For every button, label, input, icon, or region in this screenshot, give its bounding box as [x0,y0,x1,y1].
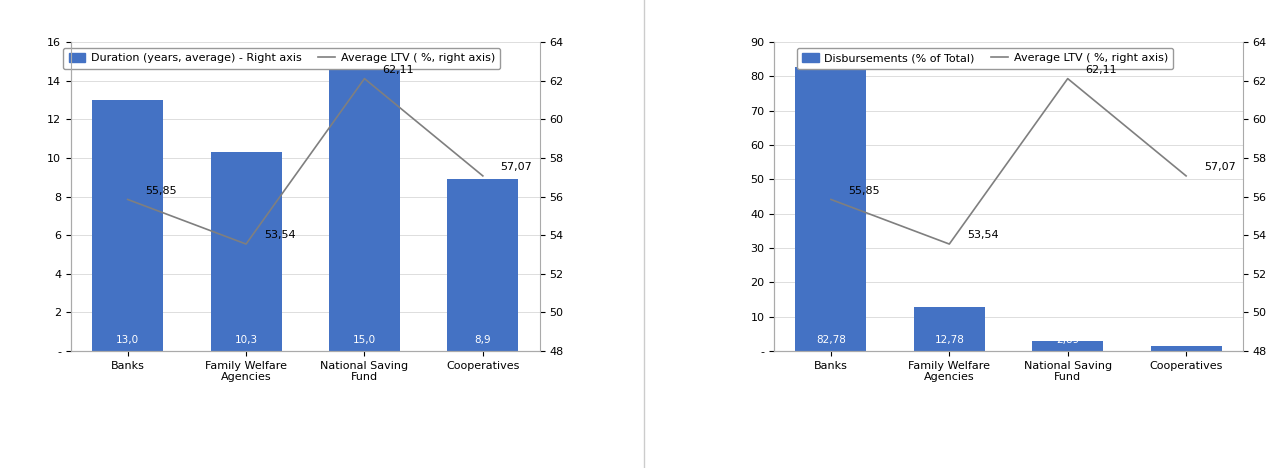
Bar [447,179,518,351]
Text: 10,3: 10,3 [234,335,258,345]
Text: 12,78: 12,78 [934,335,965,345]
Text: 1,57: 1,57 [1175,335,1198,345]
Text: 55,85: 55,85 [849,186,880,196]
Bar [913,307,985,351]
Text: 82,78: 82,78 [817,335,846,345]
Text: 53,54: 53,54 [264,230,295,240]
Text: 15,0: 15,0 [353,335,376,345]
Legend: Duration (years, average) - Right axis, Average LTV ( %, right axis): Duration (years, average) - Right axis, … [63,48,501,69]
Bar [328,61,401,351]
Text: 2,89: 2,89 [1056,335,1079,345]
Bar [93,100,164,351]
Text: 62,11: 62,11 [383,65,413,75]
Bar [796,67,867,351]
Text: 57,07: 57,07 [1204,162,1235,172]
Text: 57,07: 57,07 [501,162,532,172]
Text: 53,54: 53,54 [967,230,998,240]
Bar [1150,345,1221,351]
Text: 55,85: 55,85 [146,186,176,196]
Bar [1032,341,1104,351]
Text: 62,11: 62,11 [1086,65,1117,75]
Text: 13,0: 13,0 [116,335,139,345]
Bar [210,152,282,351]
Text: 8,9: 8,9 [474,335,491,345]
Legend: Disbursements (% of Total), Average LTV ( %, right axis): Disbursements (% of Total), Average LTV … [797,48,1173,69]
